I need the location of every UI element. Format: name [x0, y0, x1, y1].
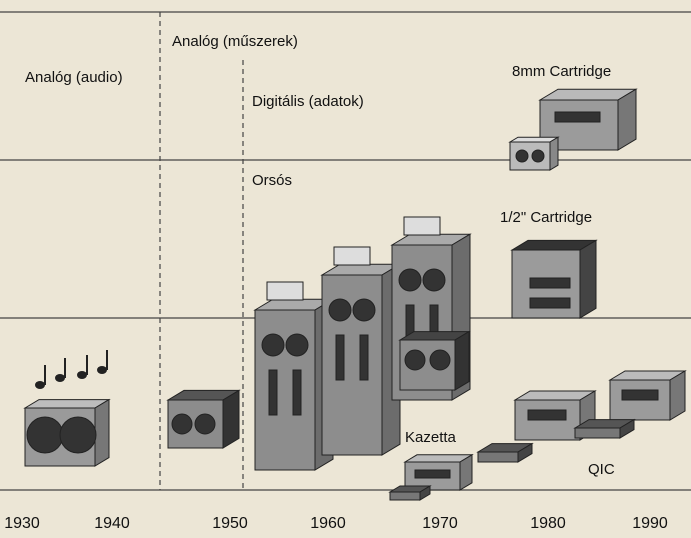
reel	[261, 333, 285, 357]
reel	[26, 416, 64, 454]
reel	[285, 333, 309, 357]
box-side	[669, 370, 686, 421]
slot	[335, 334, 345, 381]
reel	[515, 149, 529, 163]
slot	[554, 111, 601, 123]
box-side	[549, 136, 559, 171]
box-front	[254, 309, 316, 471]
box-side	[454, 330, 470, 391]
tower-cap	[333, 246, 371, 266]
label: QIC	[588, 461, 615, 478]
device	[508, 136, 560, 171]
box-side	[222, 389, 240, 449]
note	[77, 371, 87, 379]
device	[403, 453, 474, 491]
reel	[398, 268, 422, 292]
device	[510, 239, 598, 319]
device	[476, 442, 534, 463]
slot	[268, 369, 278, 416]
box-front	[477, 451, 519, 463]
reel	[328, 298, 352, 322]
box-side	[579, 239, 597, 319]
device	[320, 246, 402, 456]
label: 8mm Cartridge	[512, 63, 611, 80]
reel	[171, 413, 193, 435]
year-label: 1930	[4, 515, 40, 532]
tower-cap	[266, 281, 304, 301]
slot	[414, 469, 451, 479]
reel	[404, 349, 426, 371]
slot	[621, 389, 659, 401]
label: Orsós	[252, 172, 292, 189]
year-label: 1970	[422, 515, 458, 532]
box-front	[574, 427, 621, 439]
device	[388, 485, 432, 501]
box-side	[94, 398, 110, 467]
note	[55, 374, 65, 382]
label: 1/2" Cartridge	[500, 209, 592, 226]
note	[35, 381, 45, 389]
slot	[292, 369, 302, 416]
device	[253, 281, 335, 471]
year-label: 1960	[310, 515, 346, 532]
reel	[429, 349, 451, 371]
year-label: 1950	[212, 515, 248, 532]
reel	[352, 298, 376, 322]
reel	[422, 268, 446, 292]
reel	[531, 149, 545, 163]
year-label: 1940	[94, 515, 130, 532]
tower-cap	[403, 216, 441, 236]
label: Digitális (adatok)	[252, 93, 364, 110]
devices	[23, 88, 687, 501]
note	[97, 366, 107, 374]
slot	[527, 409, 567, 421]
label: Analóg (audio)	[25, 69, 123, 86]
device	[573, 418, 636, 439]
box-front	[389, 491, 421, 501]
box-front	[321, 274, 383, 456]
year-label: 1980	[530, 515, 566, 532]
slot	[529, 297, 571, 309]
slot	[359, 334, 369, 381]
timeline: 1930 1940 1950 1960 1970 1980 1990	[4, 515, 668, 532]
device	[398, 330, 471, 391]
device	[166, 389, 241, 449]
reel	[59, 416, 97, 454]
year-label: 1990	[632, 515, 668, 532]
reel	[194, 413, 216, 435]
box-side	[617, 88, 637, 151]
label: Analóg (műszerek)	[172, 33, 298, 50]
device	[608, 370, 687, 421]
label: Kazetta	[405, 429, 457, 446]
slot	[529, 277, 571, 289]
device	[23, 398, 111, 467]
